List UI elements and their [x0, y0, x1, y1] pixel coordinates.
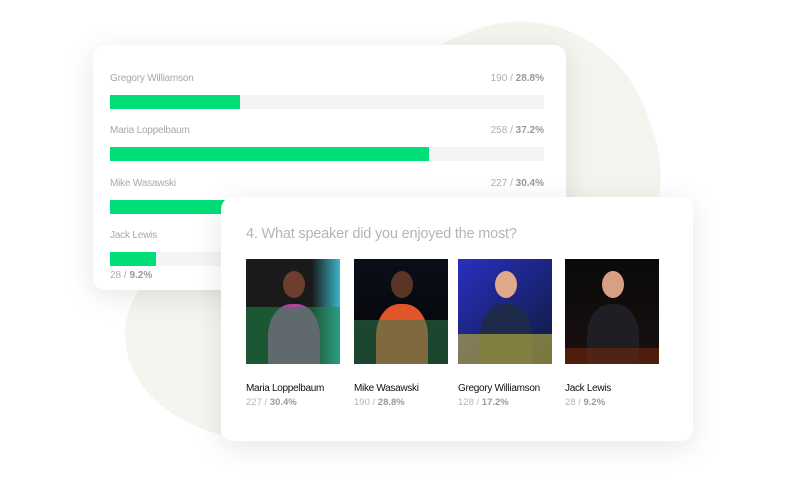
- speaker-count: 28: [565, 397, 576, 408]
- result-value: 258 / 37.2%: [490, 125, 544, 136]
- result-bar: [110, 95, 544, 109]
- result-bar: [110, 147, 544, 161]
- result-count: 28: [110, 270, 122, 281]
- speaker-votes: 227 / 30.4%: [246, 397, 297, 408]
- result-value: 190 / 28.8%: [490, 73, 544, 84]
- vote-overlay: [246, 307, 340, 364]
- result-count: 258: [490, 125, 508, 136]
- speaker-percent: 28.8%: [377, 397, 405, 408]
- speaker-name: Jack Lewis: [565, 383, 611, 394]
- result-name: Jack Lewis: [110, 230, 157, 241]
- result-value: 28 / 9.2%: [110, 270, 153, 281]
- result-percent: 37.2%: [515, 125, 544, 136]
- speaker-head: [602, 271, 624, 298]
- speaker-name: Maria Loppelbaum: [246, 383, 325, 394]
- result-bar-fill: [110, 147, 429, 161]
- result-count: 190: [490, 73, 508, 84]
- speaker-option[interactable]: Jack Lewis 28 / 9.2%: [565, 259, 665, 408]
- speaker-votes: 128 / 17.2%: [458, 397, 509, 408]
- speaker-option[interactable]: Mike Wasawski 190 / 28.8%: [354, 259, 454, 408]
- speaker-photo[interactable]: [565, 259, 659, 364]
- result-percent: 28.8%: [515, 73, 544, 84]
- speaker-option[interactable]: Maria Loppelbaum 227 / 30.4%: [246, 259, 346, 408]
- speaker-photo[interactable]: [354, 259, 448, 364]
- result-bar-fill: [110, 95, 241, 109]
- result-percent: 30.4%: [515, 178, 544, 189]
- speaker-name: Mike Wasawski: [354, 383, 419, 394]
- vote-overlay: [565, 348, 659, 364]
- speaker-photo[interactable]: [458, 259, 552, 364]
- speaker-count: 128: [458, 397, 474, 408]
- result-name: Maria Loppelbaum: [110, 125, 190, 136]
- question-card: 4. What speaker did you enjoyed the most…: [221, 197, 693, 441]
- speaker-count: 227: [246, 397, 262, 408]
- speaker-percent: 9.2%: [583, 397, 606, 408]
- speaker-percent: 17.2%: [481, 397, 509, 408]
- result-bar-fill: [110, 252, 156, 266]
- speaker-head: [283, 271, 305, 298]
- result-name: Gregory Williamson: [110, 73, 194, 84]
- result-percent: 9.2%: [129, 270, 153, 281]
- speaker-count: 190: [354, 397, 370, 408]
- question-title: 4. What speaker did you enjoyed the most…: [246, 226, 517, 242]
- speaker-votes: 28 / 9.2%: [565, 397, 606, 408]
- vote-overlay: [354, 319, 448, 364]
- result-count: 227: [490, 178, 508, 189]
- result-name: Mike Wasawski: [110, 178, 176, 189]
- speaker-head: [391, 271, 413, 298]
- speaker-percent: 30.4%: [269, 397, 297, 408]
- result-value: 227 / 30.4%: [490, 178, 544, 189]
- speaker-photo[interactable]: [246, 259, 340, 364]
- vote-overlay: [458, 333, 552, 364]
- speaker-option[interactable]: Gregory Williamson 128 / 17.2%: [458, 259, 558, 408]
- speaker-name: Gregory Williamson: [458, 383, 540, 394]
- speaker-head: [495, 271, 517, 298]
- speaker-votes: 190 / 28.8%: [354, 397, 405, 408]
